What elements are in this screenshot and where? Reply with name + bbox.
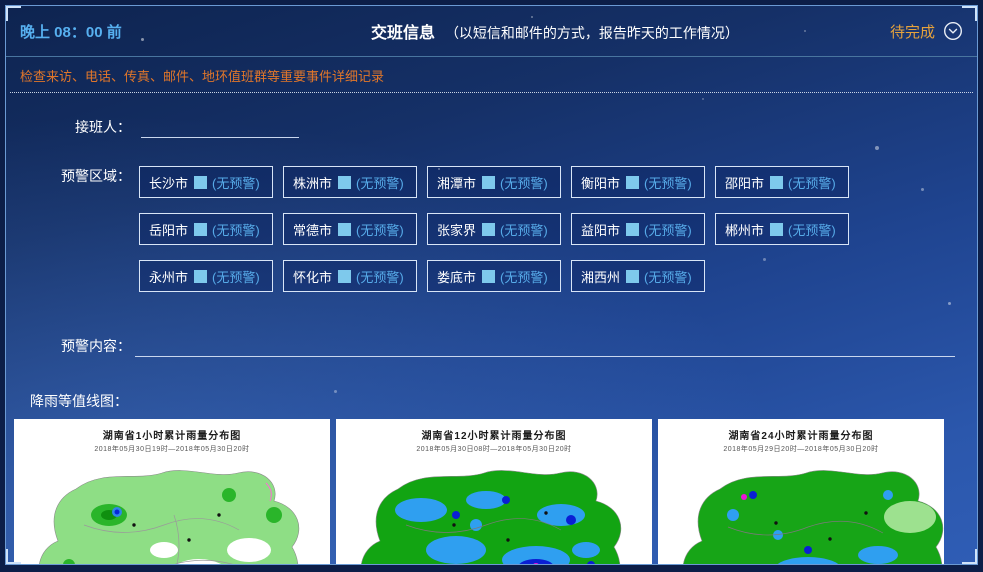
city-name: 怀化市 [293, 269, 333, 285]
city-warning-item[interactable]: 娄底市 (无预警) [427, 260, 561, 292]
page-title: 交班信息 [371, 25, 436, 42]
city-checkbox[interactable] [626, 222, 640, 236]
successor-label: 接班人： [75, 119, 131, 135]
chevron-down-circle-icon[interactable] [943, 21, 963, 41]
city-warning-status: (无预警) [356, 175, 404, 191]
city-checkbox[interactable] [482, 269, 496, 283]
rain-map-24h: 湖南省24小时累计雨量分布图 2018年05月29日20时—2018年05月30… [658, 419, 944, 564]
city-name: 常德市 [293, 222, 333, 238]
page-frame: 晚上 08：00 前 交班信息 （以短信和邮件的方式，报告昨天的工作情况） 待完… [5, 5, 978, 565]
page-subtitle: （以短信和邮件的方式，报告昨天的工作情况） [444, 25, 739, 41]
rain-map-24h-title: 湖南省24小时累计雨量分布图 [728, 431, 874, 442]
city-warning-status: (无预警) [500, 222, 548, 238]
city-warning-item[interactable]: 株洲市 (无预警) [283, 166, 417, 198]
city-checkbox[interactable] [194, 269, 208, 283]
rain-map-12h-title: 湖南省12小时累计雨量分布图 [421, 431, 567, 442]
city-warning-status: (无预警) [212, 175, 260, 191]
city-name: 娄底市 [437, 269, 477, 285]
city-checkbox[interactable] [338, 269, 352, 283]
city-checkbox[interactable] [626, 175, 640, 189]
city-warning-item[interactable]: 邵阳市 (无预警) [715, 166, 849, 198]
city-warning-status: (无预警) [788, 222, 836, 238]
city-warning-item[interactable]: 郴州市 (无预警) [715, 213, 849, 245]
city-name: 永州市 [149, 269, 189, 285]
rain-map-1h: 湖南省1小时累计雨量分布图 2018年05月30日19时—2018年05月30日… [14, 419, 330, 564]
corner-bracket-top-left [6, 6, 21, 21]
city-warning-status: (无预警) [500, 175, 548, 191]
city-warning-item[interactable]: 益阳市 (无预警) [571, 213, 705, 245]
warning-area-label: 预警区域： [61, 168, 131, 184]
rain-map-12h-subtitle: 2018年05月30日08时—2018年05月30日20时 [416, 446, 572, 453]
rain-map-label: 降雨等值线图： [30, 393, 128, 409]
warning-area-row: 预警区域： 长沙市 (无预警) 株洲市 (无预警) 湘潭市 (无预警) 衡阳市 … [6, 166, 977, 292]
rain-map-12h-image [361, 470, 622, 564]
city-checkbox[interactable] [194, 175, 208, 189]
city-name: 长沙市 [149, 175, 189, 191]
warning-content-row: 预警内容： [6, 336, 977, 357]
city-warning-item[interactable]: 岳阳市 (无预警) [139, 213, 273, 245]
rain-map-1h-title: 湖南省1小时累计雨量分布图 [102, 431, 242, 442]
status-badge: 待完成 [890, 21, 963, 42]
city-warning-status: (无预警) [356, 269, 404, 285]
header-title-group: 交班信息 （以短信和邮件的方式，报告昨天的工作情况） [220, 19, 890, 43]
city-checkbox[interactable] [482, 175, 496, 189]
city-warning-status: (无预警) [788, 175, 836, 191]
successor-row: 接班人： [6, 117, 977, 138]
city-name: 湘西州 [581, 269, 621, 285]
city-checkbox[interactable] [770, 222, 784, 236]
city-name: 邵阳市 [725, 175, 765, 191]
city-name: 株洲市 [293, 175, 333, 191]
city-warning-status: (无预警) [644, 269, 692, 285]
city-checkbox[interactable] [482, 222, 496, 236]
rain-maps-row: 湖南省1小时累计雨量分布图 2018年05月30日19时—2018年05月30日… [14, 419, 944, 564]
successor-input[interactable] [141, 117, 299, 138]
city-name: 郴州市 [725, 222, 765, 238]
city-checkbox[interactable] [338, 175, 352, 189]
city-warning-status: (无预警) [212, 222, 260, 238]
city-warning-item[interactable]: 张家界 (无预警) [427, 213, 561, 245]
city-warning-status: (无预警) [644, 175, 692, 191]
warning-content-label: 预警内容： [61, 338, 131, 354]
city-warning-item[interactable]: 衡阳市 (无预警) [571, 166, 705, 198]
city-warning-status: (无预警) [356, 222, 404, 238]
corner-bracket-bottom-left [6, 549, 21, 564]
city-name: 岳阳市 [149, 222, 189, 238]
rain-map-24h-subtitle: 2018年05月29日20时—2018年05月30日20时 [723, 446, 879, 453]
status-text: 待完成 [889, 23, 935, 41]
city-checkbox[interactable] [194, 222, 208, 236]
deadline-text: 晚上 08：00 前 [20, 23, 122, 41]
city-name: 张家界 [437, 222, 477, 238]
warning-area-grid: 长沙市 (无预警) 株洲市 (无预警) 湘潭市 (无预警) 衡阳市 (无预警) … [139, 166, 853, 292]
city-checkbox[interactable] [338, 222, 352, 236]
corner-bracket-top-right [962, 6, 977, 21]
rain-map-1h-subtitle: 2018年05月30日19时—2018年05月30日20时 [94, 446, 250, 453]
rain-map-24h-image [683, 470, 944, 564]
city-warning-status: (无预警) [212, 269, 260, 285]
city-warning-item[interactable]: 永州市 (无预警) [139, 260, 273, 292]
notice-text: 检查来访、电话、传真、邮件、地环值班群等重要事件详细记录 [20, 69, 385, 84]
city-checkbox[interactable] [626, 269, 640, 283]
city-warning-item[interactable]: 怀化市 (无预警) [283, 260, 417, 292]
dotted-separator [10, 92, 973, 93]
city-warning-item[interactable]: 湘西州 (无预警) [571, 260, 705, 292]
rain-map-1h-image [39, 470, 300, 564]
city-name: 益阳市 [581, 222, 621, 238]
city-name: 湘潭市 [437, 175, 477, 191]
handover-header: 晚上 08：00 前 交班信息 （以短信和邮件的方式，报告昨天的工作情况） 待完… [6, 6, 977, 57]
city-warning-item[interactable]: 常德市 (无预警) [283, 213, 417, 245]
city-name: 衡阳市 [581, 175, 621, 191]
city-checkbox[interactable] [770, 175, 784, 189]
city-warning-status: (无预警) [644, 222, 692, 238]
city-warning-status: (无预警) [500, 269, 548, 285]
rain-map-12h: 湖南省12小时累计雨量分布图 2018年05月30日08时—2018年05月30… [336, 419, 652, 564]
corner-bracket-bottom-right [962, 549, 977, 564]
city-warning-item[interactable]: 湘潭市 (无预警) [427, 166, 561, 198]
warning-content-input[interactable] [135, 336, 955, 357]
city-warning-item[interactable]: 长沙市 (无预警) [139, 166, 273, 198]
